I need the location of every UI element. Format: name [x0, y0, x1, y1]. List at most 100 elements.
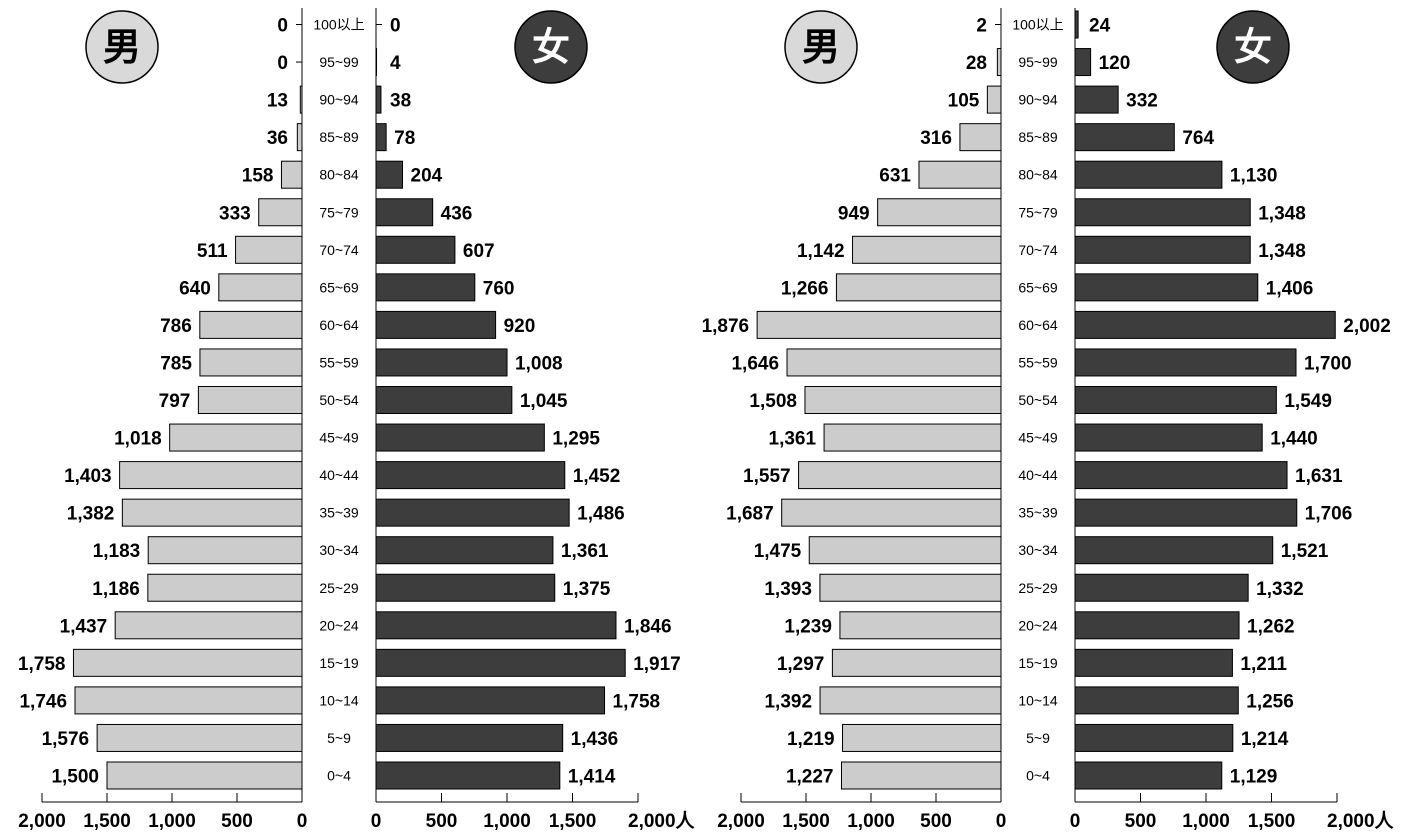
- female-value-label: 1,348: [1258, 241, 1306, 262]
- age-label: 100以上: [1012, 17, 1063, 33]
- age-label: 60~64: [319, 317, 359, 333]
- male-bar: [852, 235, 1002, 264]
- female-value-label: 38: [390, 91, 411, 112]
- female-value-label: 0: [390, 16, 401, 37]
- male-bar: [986, 85, 1002, 114]
- male-x-tick-label: 2,000: [717, 811, 765, 832]
- female-bar: [1074, 310, 1336, 339]
- age-label: 20~24: [319, 617, 359, 633]
- female-value-label: 1,045: [520, 391, 568, 412]
- female-bar: [375, 310, 497, 339]
- female-value-label: 120: [1099, 53, 1131, 74]
- female-value-label: 764: [1182, 128, 1214, 149]
- age-label: 50~54: [1018, 392, 1058, 408]
- pyramid-left: 100以上 0 0 95~99 0 4 90~94 13 38 85~89 36 78 80~84 158…: [18, 8, 696, 832]
- male-value-label: 1,876: [702, 316, 750, 337]
- female-value-label: 1,414: [568, 767, 616, 788]
- female-value-label: 1,008: [515, 353, 563, 374]
- male-value-label: 1,746: [19, 691, 67, 712]
- age-label: 40~44: [1018, 467, 1058, 483]
- female-value-label: 4: [390, 53, 401, 74]
- female-value-label: 920: [504, 316, 536, 337]
- male-value-label: 1,437: [60, 616, 108, 637]
- age-label: 30~34: [1018, 542, 1058, 558]
- male-value-label: 158: [242, 166, 274, 187]
- age-label: 50~54: [319, 392, 359, 408]
- male-x-tick-label: 1,500: [782, 811, 830, 832]
- female-x-tick-label: 2,000人: [1327, 810, 1395, 832]
- male-value-label: 1,557: [743, 466, 791, 487]
- female-bar: [375, 123, 387, 152]
- age-label: 15~19: [1018, 655, 1058, 671]
- male-value-label: 511: [197, 241, 228, 262]
- female-bar: [1074, 723, 1234, 752]
- age-label: 60~64: [1018, 317, 1058, 333]
- female-bar: [375, 686, 606, 715]
- male-bar: [959, 123, 1002, 152]
- female-value-label: 1,452: [573, 466, 621, 487]
- age-label: 90~94: [1018, 92, 1058, 108]
- age-label: 0~4: [1026, 768, 1050, 784]
- age-label: 15~19: [319, 655, 359, 671]
- male-value-label: 1,297: [777, 654, 825, 675]
- female-bar: [375, 648, 626, 677]
- female-value-label: 1,440: [1270, 429, 1318, 450]
- male-bar: [840, 761, 1002, 790]
- male-bar: [819, 573, 1002, 602]
- female-bar: [1074, 648, 1233, 677]
- female-badge-label: 女: [1234, 26, 1272, 69]
- male-bar: [918, 160, 1002, 189]
- age-label: 75~79: [1018, 204, 1058, 220]
- age-label: 100以上: [313, 17, 364, 33]
- male-bar: [781, 498, 1002, 527]
- male-value-label: 1,183: [93, 541, 141, 562]
- female-x-tick-label: 500: [426, 811, 458, 832]
- female-bar: [375, 48, 378, 77]
- male-value-label: 1,186: [92, 579, 140, 600]
- male-bar: [299, 85, 303, 114]
- male-value-label: 333: [219, 203, 251, 224]
- male-value-label: 1,018: [114, 429, 162, 450]
- age-label: 65~69: [1018, 279, 1058, 295]
- age-label: 65~69: [319, 279, 359, 295]
- female-bar: [1074, 235, 1251, 264]
- male-bar: [819, 686, 1002, 715]
- male-value-label: 1,576: [42, 729, 90, 750]
- male-value-label: 1,382: [67, 504, 115, 525]
- male-bar: [839, 611, 1002, 640]
- male-value-label: 1,227: [786, 767, 834, 788]
- male-bar: [72, 648, 303, 677]
- age-label: 30~34: [319, 542, 359, 558]
- female-value-label: 436: [441, 203, 473, 224]
- male-bar: [835, 273, 1002, 302]
- female-bar: [375, 611, 617, 640]
- male-bar: [106, 761, 303, 790]
- female-value-label: 1,214: [1241, 729, 1289, 750]
- age-label: 20~24: [1018, 617, 1058, 633]
- female-value-label: 1,361: [561, 541, 609, 562]
- female-x-tick-label: 1,500: [1248, 811, 1296, 832]
- female-bar: [375, 723, 564, 752]
- male-value-label: 36: [267, 128, 288, 149]
- female-bar: [375, 461, 566, 490]
- age-label: 5~9: [1026, 730, 1050, 746]
- male-bar: [842, 723, 1002, 752]
- female-bar: [375, 423, 545, 452]
- male-value-label: 786: [160, 316, 192, 337]
- age-label: 95~99: [1018, 54, 1058, 70]
- female-value-label: 1,332: [1256, 579, 1304, 600]
- male-bar: [235, 235, 303, 264]
- female-bar: [375, 573, 556, 602]
- female-badge: [514, 10, 588, 84]
- pyramid-right: 100以上 2 24 95~99 28 120 90~94 105 332 85~89 316 764…: [702, 8, 1395, 832]
- male-x-tick-label: 1,000: [148, 811, 196, 832]
- female-value-label: 1,917: [633, 654, 681, 675]
- female-bar: [375, 348, 508, 377]
- female-bar: [1074, 198, 1251, 227]
- male-value-label: 0: [277, 16, 288, 37]
- age-label: 95~99: [319, 54, 359, 70]
- female-value-label: 1,631: [1295, 466, 1343, 487]
- age-label: 40~44: [319, 467, 359, 483]
- female-x-tick-label: 0: [371, 811, 382, 832]
- male-x-tick-label: 0: [996, 811, 1007, 832]
